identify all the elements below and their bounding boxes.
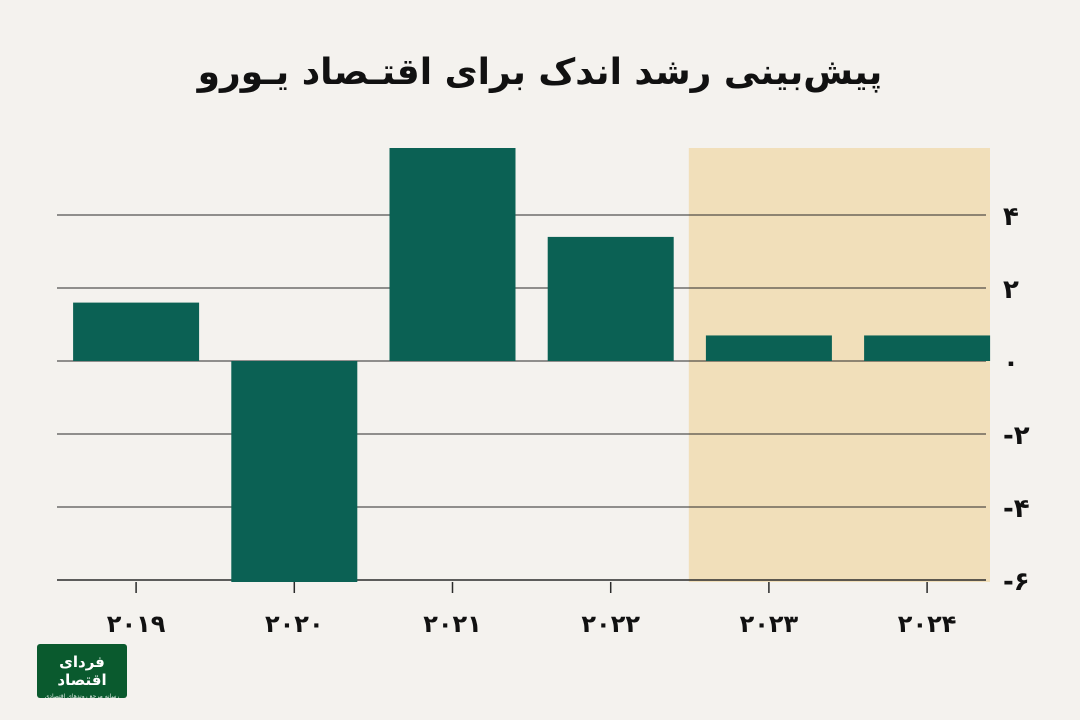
brand-logo: فردای اقتصاد رسانه مرجع روندهای اقتصادی bbox=[37, 644, 127, 700]
y-tick-label: ۰ bbox=[1003, 348, 1019, 378]
chart-title: پیش‌بینی رشد اندک برای اقتـصاد یـورو bbox=[197, 52, 883, 93]
x-tick-label: ۲۰۲۱ bbox=[423, 610, 482, 638]
bar bbox=[231, 361, 358, 582]
x-tick-label: ۲۰۲۲ bbox=[581, 610, 640, 638]
y-tick-label: ۲ bbox=[1003, 275, 1019, 305]
brand-logo-tagline: رسانه مرجع روندهای اقتصادی bbox=[44, 693, 120, 700]
bar bbox=[547, 236, 674, 361]
bar bbox=[73, 302, 200, 361]
x-tick-label: ۲۰۱۹ bbox=[107, 610, 166, 638]
y-tick-label: -۲ bbox=[1003, 421, 1030, 451]
y-tick-label: -۶ bbox=[1003, 567, 1030, 597]
x-tick-label: ۲۰۲۳ bbox=[740, 610, 799, 638]
y-tick-label: ۴ bbox=[1003, 202, 1019, 232]
y-tick-label: -۴ bbox=[1003, 494, 1030, 524]
forecast-highlight-region bbox=[688, 148, 990, 582]
x-tick-label: ۲۰۲۰ bbox=[265, 610, 324, 638]
x-tick-label: ۲۰۲۴ bbox=[898, 610, 957, 638]
bar bbox=[389, 148, 516, 361]
bar bbox=[864, 335, 991, 361]
bar bbox=[705, 335, 832, 361]
brand-logo-name: فردای اقتصاد bbox=[57, 653, 107, 689]
